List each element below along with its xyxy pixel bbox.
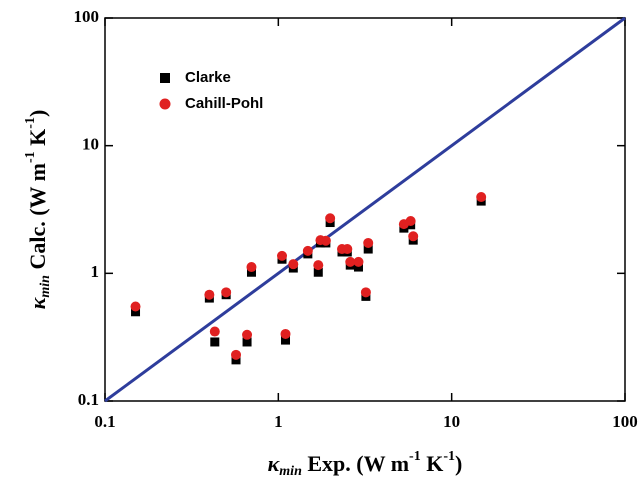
axis-label-part: -1 xyxy=(409,449,421,464)
point xyxy=(408,231,419,242)
point xyxy=(280,328,291,339)
axis-label: κmin Exp. (W m-1 K-1) xyxy=(268,449,463,479)
point xyxy=(246,262,257,273)
y-tick-label: 0.1 xyxy=(78,390,99,409)
axis-label-part: K xyxy=(421,451,444,476)
point xyxy=(476,192,487,203)
x-tick-label: 0.1 xyxy=(94,412,115,431)
point xyxy=(313,267,323,277)
point xyxy=(353,256,364,267)
y-tick-label: 100 xyxy=(74,7,100,26)
point xyxy=(302,245,313,256)
axis-label-part: ) xyxy=(25,110,50,117)
legend-label: Cahill-Pohl xyxy=(185,95,263,112)
point xyxy=(405,215,416,226)
point xyxy=(363,237,374,248)
point xyxy=(204,289,215,300)
axis-label-part: -1 xyxy=(23,117,38,129)
point xyxy=(345,256,356,267)
point xyxy=(353,262,363,272)
point xyxy=(363,244,373,254)
point xyxy=(231,349,242,360)
point xyxy=(288,259,299,270)
point xyxy=(242,337,252,347)
x-tick-label: 1 xyxy=(274,412,283,431)
axis-label-part: -1 xyxy=(443,449,455,464)
point xyxy=(281,335,291,345)
point xyxy=(360,287,371,298)
reference-line xyxy=(104,16,626,403)
plot-frame xyxy=(104,17,626,402)
axis-label-part: κ xyxy=(268,451,281,476)
legend-marker xyxy=(159,98,171,110)
axis-label-part: K xyxy=(25,129,50,152)
x-tick-label: 100 xyxy=(612,412,638,431)
axis-label: κmin Calc. (W m-1 K-1) xyxy=(23,110,53,310)
axis-label-part: min xyxy=(279,464,302,479)
point xyxy=(313,260,324,271)
axis-label-part: -1 xyxy=(23,151,38,163)
point xyxy=(320,235,331,246)
y-tick-label: 1 xyxy=(91,262,100,281)
point xyxy=(130,301,141,312)
legend-marker xyxy=(160,73,170,83)
point xyxy=(231,355,241,365)
point xyxy=(277,250,288,261)
point xyxy=(210,337,220,347)
y-tick-label: 10 xyxy=(82,135,99,154)
point xyxy=(325,213,336,224)
axis-label-part: Calc. (W m xyxy=(25,163,50,275)
point xyxy=(131,307,141,317)
point xyxy=(342,244,353,255)
point xyxy=(242,329,253,340)
axis-label-part: min xyxy=(38,275,53,298)
axis-label-part: Exp. (W m xyxy=(302,451,409,476)
point xyxy=(246,267,256,277)
legend-label: Clarke xyxy=(185,69,231,86)
point xyxy=(209,326,220,337)
point xyxy=(221,287,232,298)
axis-label-part: ) xyxy=(455,451,462,476)
axis-label-part: κ xyxy=(25,296,50,309)
x-tick-label: 10 xyxy=(443,412,460,431)
